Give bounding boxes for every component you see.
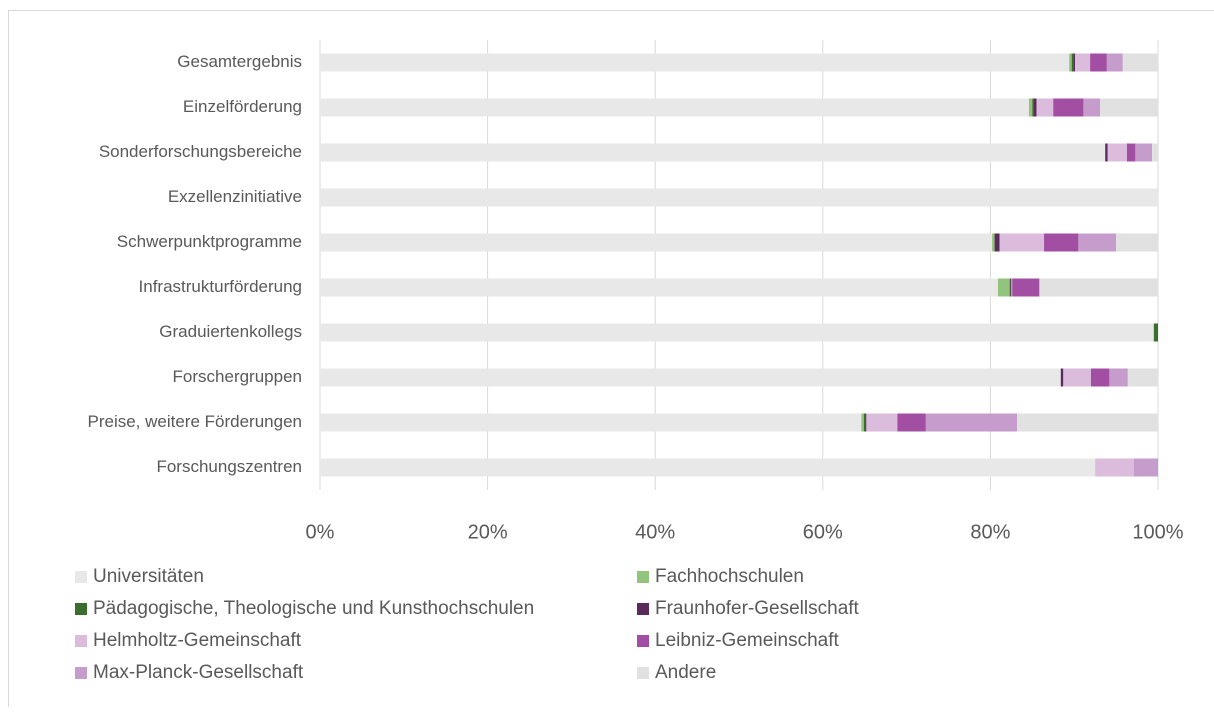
legend-swatch bbox=[75, 635, 87, 647]
bar-segment bbox=[1069, 54, 1072, 72]
bar-segment bbox=[1107, 54, 1123, 72]
x-tick-label: 80% bbox=[970, 521, 1010, 543]
bar-segment bbox=[866, 414, 867, 432]
bar-segment bbox=[320, 414, 861, 432]
bar-segment bbox=[1010, 279, 1011, 297]
bar-segment bbox=[1029, 99, 1032, 117]
x-tick-label: 100% bbox=[1132, 521, 1183, 543]
x-tick-label: 0% bbox=[306, 521, 335, 543]
legend-label: Max-Planck-Gesellschaft bbox=[93, 662, 304, 683]
legend-swatch bbox=[75, 603, 87, 615]
bar-segment bbox=[1152, 144, 1158, 162]
y-tick-label: Sonderforschungsbereiche bbox=[99, 142, 302, 161]
bar-segment bbox=[926, 414, 1017, 432]
bar-segment bbox=[320, 459, 1095, 477]
bar-segment bbox=[1039, 279, 1040, 297]
bar-segment bbox=[1127, 144, 1135, 162]
legend-label: Universitäten bbox=[93, 566, 204, 587]
bar-segment bbox=[1017, 414, 1158, 432]
bar-segment bbox=[1075, 54, 1090, 72]
bar-segment bbox=[1109, 369, 1127, 387]
bar-segment bbox=[1095, 459, 1134, 477]
bar-segment bbox=[1040, 279, 1158, 297]
bar-segment bbox=[1090, 54, 1107, 72]
bar-segment bbox=[1053, 99, 1083, 117]
bar-segment bbox=[320, 144, 1105, 162]
y-tick-label: Preise, weitere Förderungen bbox=[87, 412, 302, 431]
bar-segment bbox=[1100, 99, 1158, 117]
y-tick-label: Schwerpunktprogramme bbox=[117, 232, 302, 251]
bar-segment bbox=[1116, 234, 1158, 252]
x-tick-label: 40% bbox=[635, 521, 675, 543]
legend-swatch bbox=[75, 571, 87, 583]
legend-label: Helmholtz-Gemeinschaft bbox=[93, 630, 302, 651]
bar-segment bbox=[1083, 99, 1100, 117]
legend-label: Leibniz-Gemeinschaft bbox=[655, 630, 839, 651]
bar-segment bbox=[864, 414, 866, 432]
bar-segment bbox=[1105, 144, 1108, 162]
y-tick-label: Einzelförderung bbox=[183, 97, 302, 116]
bar-segment bbox=[861, 414, 864, 432]
y-tick-label: Infrastrukturförderung bbox=[139, 277, 302, 296]
bar-segment bbox=[1036, 99, 1053, 117]
legend-swatch bbox=[75, 667, 87, 679]
y-tick-label: Exzellenzinitiative bbox=[168, 187, 302, 206]
y-tick-label: Graduiertenkollegs bbox=[159, 322, 302, 341]
bar-segment bbox=[320, 279, 998, 297]
bar-segment bbox=[1108, 144, 1127, 162]
bar-segment bbox=[320, 189, 1158, 207]
y-tick-label: Forschergruppen bbox=[173, 367, 302, 386]
bar-segment bbox=[1072, 54, 1074, 72]
legend-label: Fachhochschulen bbox=[655, 566, 804, 587]
bar-segment bbox=[1123, 54, 1158, 72]
bar-segment bbox=[995, 234, 1000, 252]
legend-swatch bbox=[637, 571, 649, 583]
bar-segment bbox=[320, 369, 1061, 387]
bar-segment bbox=[1000, 234, 1044, 252]
bar-segment bbox=[1012, 279, 1039, 297]
bar-segment bbox=[998, 279, 1010, 297]
legend-swatch bbox=[637, 667, 649, 679]
bar-segment bbox=[897, 414, 925, 432]
bar-segment bbox=[1061, 369, 1064, 387]
bar-segment bbox=[1078, 234, 1116, 252]
legend-swatch bbox=[637, 635, 649, 647]
x-tick-label: 60% bbox=[803, 521, 843, 543]
bar-segment bbox=[1011, 279, 1012, 297]
bar-segment bbox=[1034, 99, 1037, 117]
bar-segment bbox=[1135, 144, 1152, 162]
y-tick-label: Gesamtergebnis bbox=[177, 52, 302, 71]
legend-label: Pädagogische, Theologische und Kunsthoch… bbox=[93, 598, 534, 619]
bar-segment bbox=[320, 234, 992, 252]
legend-swatch bbox=[637, 603, 649, 615]
bar-segment bbox=[320, 54, 1069, 72]
bar-segment bbox=[320, 324, 1154, 342]
legend-label: Fraunhofer-Gesellschaft bbox=[655, 598, 860, 619]
bar-segment bbox=[866, 414, 897, 432]
y-tick-label: Forschungszentren bbox=[156, 457, 302, 476]
bar-segment bbox=[1091, 369, 1109, 387]
bar-segment bbox=[992, 234, 995, 252]
bar-segment bbox=[1063, 369, 1091, 387]
bar-segment bbox=[1073, 54, 1075, 72]
bar-segment bbox=[1032, 99, 1034, 117]
bar-segment bbox=[320, 99, 1029, 117]
bar-segment bbox=[1011, 279, 1012, 297]
bar-segment bbox=[1134, 459, 1158, 477]
bar-segment bbox=[1154, 324, 1158, 342]
x-tick-label: 20% bbox=[468, 521, 508, 543]
bar-segment bbox=[1128, 369, 1158, 387]
legend-label: Andere bbox=[655, 662, 716, 683]
bar-segment bbox=[1044, 234, 1078, 252]
